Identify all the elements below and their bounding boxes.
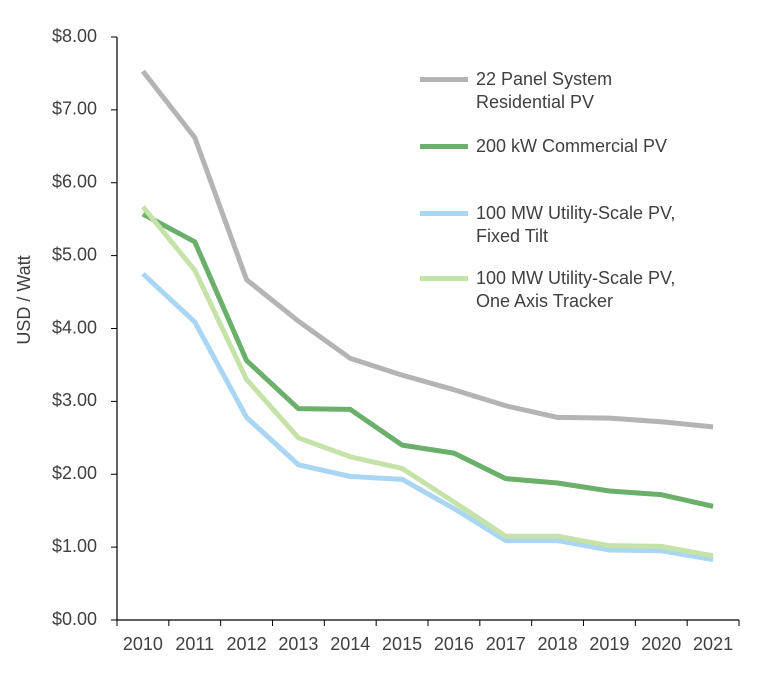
x-tick-label: 2016 [434,634,474,654]
series-line [140,69,714,430]
series-line [140,205,714,559]
legend-label: 22 Panel System Residential PV [476,69,613,112]
x-tick-label: 2017 [486,634,526,654]
x-tick-label: 2020 [641,634,681,654]
legend-entry: 22 Panel System Residential PV [420,68,612,114]
x-tick-label: 2018 [538,634,578,654]
y-tick-label: $0.00 [52,609,97,629]
x-tick-label: 2021 [693,634,733,654]
x-tick-label: 2019 [589,634,629,654]
legend-entry: 100 MW Utility-Scale PV, Fixed Tilt [420,202,675,248]
series-line [141,211,714,509]
y-tick-label: $1.00 [52,536,97,556]
legend-label: 100 MW Utility-Scale PV, One Axis Tracke… [476,268,676,311]
legend-label: 100 MW Utility-Scale PV, Fixed Tilt [476,203,676,246]
x-tick-label: 2014 [330,634,370,654]
y-tick-label: $6.00 [52,172,97,192]
y-tick-label: $4.00 [52,317,97,337]
legend-swatch [420,276,468,281]
y-axis-label: USD / Watt [14,255,34,344]
legend-swatch [420,211,468,216]
x-tick-label: 2015 [382,634,422,654]
x-tick-label: 2010 [123,634,163,654]
legend-entry: 200 kW Commercial PV [420,135,667,158]
y-tick-label: $5.00 [52,244,97,264]
y-tick-label: $3.00 [52,390,97,410]
y-tick-label: $2.00 [52,463,97,483]
y-tick-label: $8.00 [52,26,97,46]
x-tick-label: 2011 [175,634,214,654]
y-tick-label: $7.00 [52,99,97,119]
x-tick-label: 2013 [278,634,318,654]
series-line [141,272,714,562]
x-tick-label: 2012 [227,634,267,654]
legend-swatch [420,77,468,82]
legend-swatch [420,144,468,149]
legend-label: 200 kW Commercial PV [476,136,668,156]
legend-entry: 100 MW Utility-Scale PV, One Axis Tracke… [420,267,675,313]
